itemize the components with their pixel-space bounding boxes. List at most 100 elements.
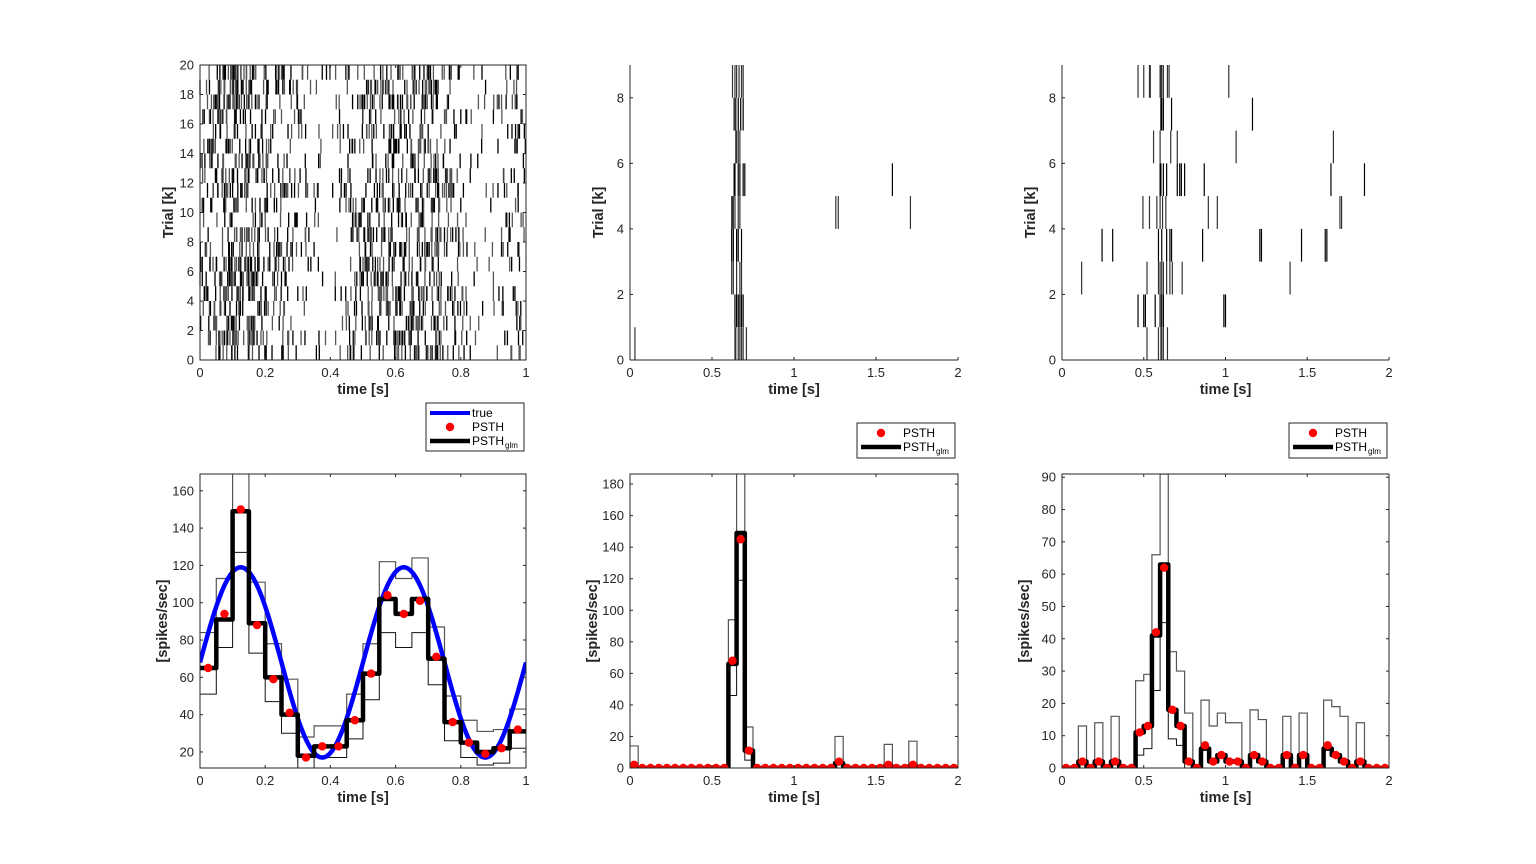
y-tick-label: 140 <box>602 540 624 555</box>
y-tick-label: 10 <box>180 205 194 220</box>
psth-point <box>793 763 803 768</box>
y-tick-label: 100 <box>602 603 624 618</box>
y-tick-label: 80 <box>1042 502 1056 517</box>
psth-point <box>1241 763 1251 768</box>
psth-point <box>1364 763 1373 768</box>
ci-upper-line <box>630 474 958 768</box>
legend-psth-label: PSTH <box>472 420 504 434</box>
x-tick-label: 0.5 <box>703 773 721 788</box>
psth-point <box>1356 757 1365 766</box>
y-tick-label: 40 <box>610 697 624 712</box>
x-tick-label: 0.5 <box>703 365 721 380</box>
x-tick-label: 1 <box>790 365 797 380</box>
y-tick-label: 80 <box>610 634 624 649</box>
x-axis-label: time [s] <box>768 382 820 398</box>
psth-point <box>350 716 360 725</box>
psth-point <box>1282 750 1292 760</box>
psth-point <box>867 763 877 768</box>
psth-point <box>687 763 696 768</box>
y-tick-label: 12 <box>180 176 194 191</box>
psth-point <box>834 757 844 766</box>
psth-point <box>662 763 672 768</box>
y-tick-label: 6 <box>187 264 194 279</box>
x-axis-label: time [s] <box>768 790 820 806</box>
psth-point <box>1249 750 1259 760</box>
psth-point <box>884 760 893 768</box>
y-tick-label: 180 <box>602 477 624 492</box>
x-axis-label: time [s] <box>1200 382 1252 398</box>
x-axis-label: time [s] <box>1200 790 1252 806</box>
legend-psth-label: PSTH <box>903 426 935 440</box>
axes-box <box>199 473 527 769</box>
psth-point <box>826 763 836 768</box>
psth-3-plot-area <box>1062 474 1389 768</box>
psth-point <box>269 675 278 684</box>
y-tick-label: 100 <box>172 595 194 610</box>
psth-point <box>1184 757 1193 766</box>
y-tick-label: 8 <box>617 90 624 105</box>
y-tick-label: 30 <box>1042 664 1056 679</box>
legend-psth-glm-subscript: glm <box>936 447 949 456</box>
x-tick-label: 0.4 <box>321 365 339 380</box>
psth-point <box>1217 750 1226 760</box>
legend-psth-label: PSTH <box>1335 426 1367 440</box>
psth-point <box>1209 757 1218 766</box>
psth-point <box>761 763 770 768</box>
ci-upper-line <box>1062 474 1389 768</box>
x-tick-label: 1 <box>522 365 529 380</box>
x-tick-label: 0.8 <box>452 773 470 788</box>
psth-point <box>916 763 926 768</box>
x-tick-label: 1.5 <box>867 365 885 380</box>
psth-point <box>1331 750 1341 760</box>
x-tick-label: 0 <box>626 365 633 380</box>
psth-point <box>1168 705 1177 715</box>
y-tick-label: 8 <box>187 235 194 250</box>
psth-point <box>638 763 647 768</box>
psth-point <box>900 763 909 768</box>
psth-point <box>802 763 811 768</box>
psth-point <box>769 763 778 768</box>
x-tick-label: 1.5 <box>867 773 885 788</box>
psth-point <box>1323 741 1332 750</box>
psth-point <box>1290 763 1300 768</box>
psth-point <box>1315 763 1324 768</box>
psth-point <box>1110 757 1120 766</box>
x-axis-label: time [s] <box>337 790 389 806</box>
x-tick-label: 2 <box>954 773 961 788</box>
y-tick-label: 4 <box>187 294 194 309</box>
psth-point <box>415 596 425 606</box>
psth-point <box>1119 763 1128 768</box>
x-tick-label: 1.5 <box>1298 365 1316 380</box>
psth-point <box>711 763 721 768</box>
y-axis-label: Trial [k] <box>161 187 177 239</box>
legend-psth-marker <box>876 428 886 438</box>
x-tick-label: 2 <box>954 365 961 380</box>
psth-point <box>908 760 918 768</box>
psth-point <box>810 763 819 768</box>
axes-box <box>629 473 959 769</box>
psth-point <box>1266 763 1275 768</box>
psth-point <box>703 763 713 768</box>
psth-point <box>1078 757 1087 766</box>
legend-psth-glm-subscript: glm <box>505 441 518 450</box>
y-tick-label: 10 <box>1042 728 1056 743</box>
psth-point <box>1380 763 1389 768</box>
psth-point <box>285 708 294 717</box>
y-tick-label: 16 <box>180 117 194 132</box>
y-tick-label: 0 <box>617 761 624 776</box>
x-tick-label: 0 <box>196 365 203 380</box>
y-tick-label: 0 <box>1049 353 1056 368</box>
y-tick-label: 60 <box>1042 567 1056 582</box>
x-tick-label: 0.2 <box>256 365 274 380</box>
x-tick-label: 0.5 <box>1135 773 1153 788</box>
psth-point <box>448 717 457 727</box>
y-tick-label: 4 <box>1049 221 1056 236</box>
raster-3-axes: 0 0.5 1 1.5 2 0 2 4 6 8 time [s] Trial [k] <box>1023 65 1393 398</box>
psth-point <box>670 763 680 768</box>
psth-point <box>220 609 229 619</box>
psth-point <box>654 763 663 768</box>
psth-point <box>1258 757 1267 766</box>
psth-point <box>1127 763 1136 768</box>
